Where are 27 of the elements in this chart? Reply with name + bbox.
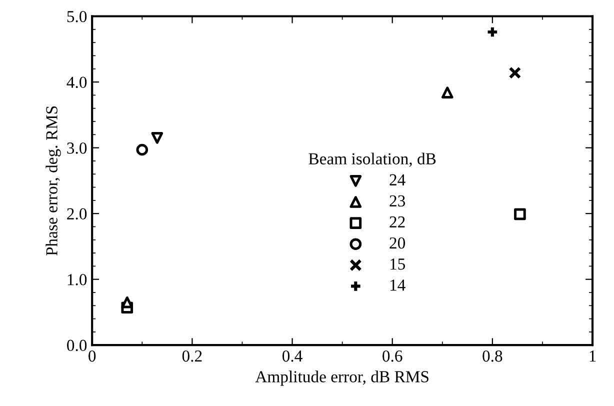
point [441, 86, 454, 98]
legend-label: 22 [390, 216, 405, 228]
y-tick-label: 1.0 [68, 274, 87, 286]
point [136, 144, 148, 156]
x-tick-label: 0.4 [282, 350, 302, 362]
y-tick-label: 4.0 [66, 76, 87, 88]
x-tick-label: 0.2 [182, 350, 202, 362]
legend-label: 15 [390, 258, 406, 270]
point [486, 26, 499, 38]
x-tick-label: 1 [590, 350, 596, 362]
y-axis-title: Phase error, deg. RMS [46, 106, 61, 256]
y-tick-label: 2.0 [67, 208, 87, 220]
x-axis-title: Amplitude error, dB RMS [255, 370, 428, 386]
legend-label: 20 [390, 237, 406, 249]
y-tick-label: 3.0 [67, 142, 87, 154]
legend-label: 14 [390, 280, 406, 291]
x-tick-label: 0 [88, 350, 96, 362]
y-tick-label: 0.0 [67, 340, 87, 352]
y-tick-label: 5.0 [67, 10, 87, 22]
point [508, 66, 522, 79]
legend-label: 23 [390, 195, 406, 207]
x-tick-label: 0.8 [482, 350, 502, 362]
x-tick-label: 0.6 [382, 350, 402, 362]
legend-title: Beam isolation, dB [308, 152, 436, 167]
point [514, 208, 526, 220]
legend-label: 24 [390, 174, 406, 186]
point [151, 132, 164, 144]
